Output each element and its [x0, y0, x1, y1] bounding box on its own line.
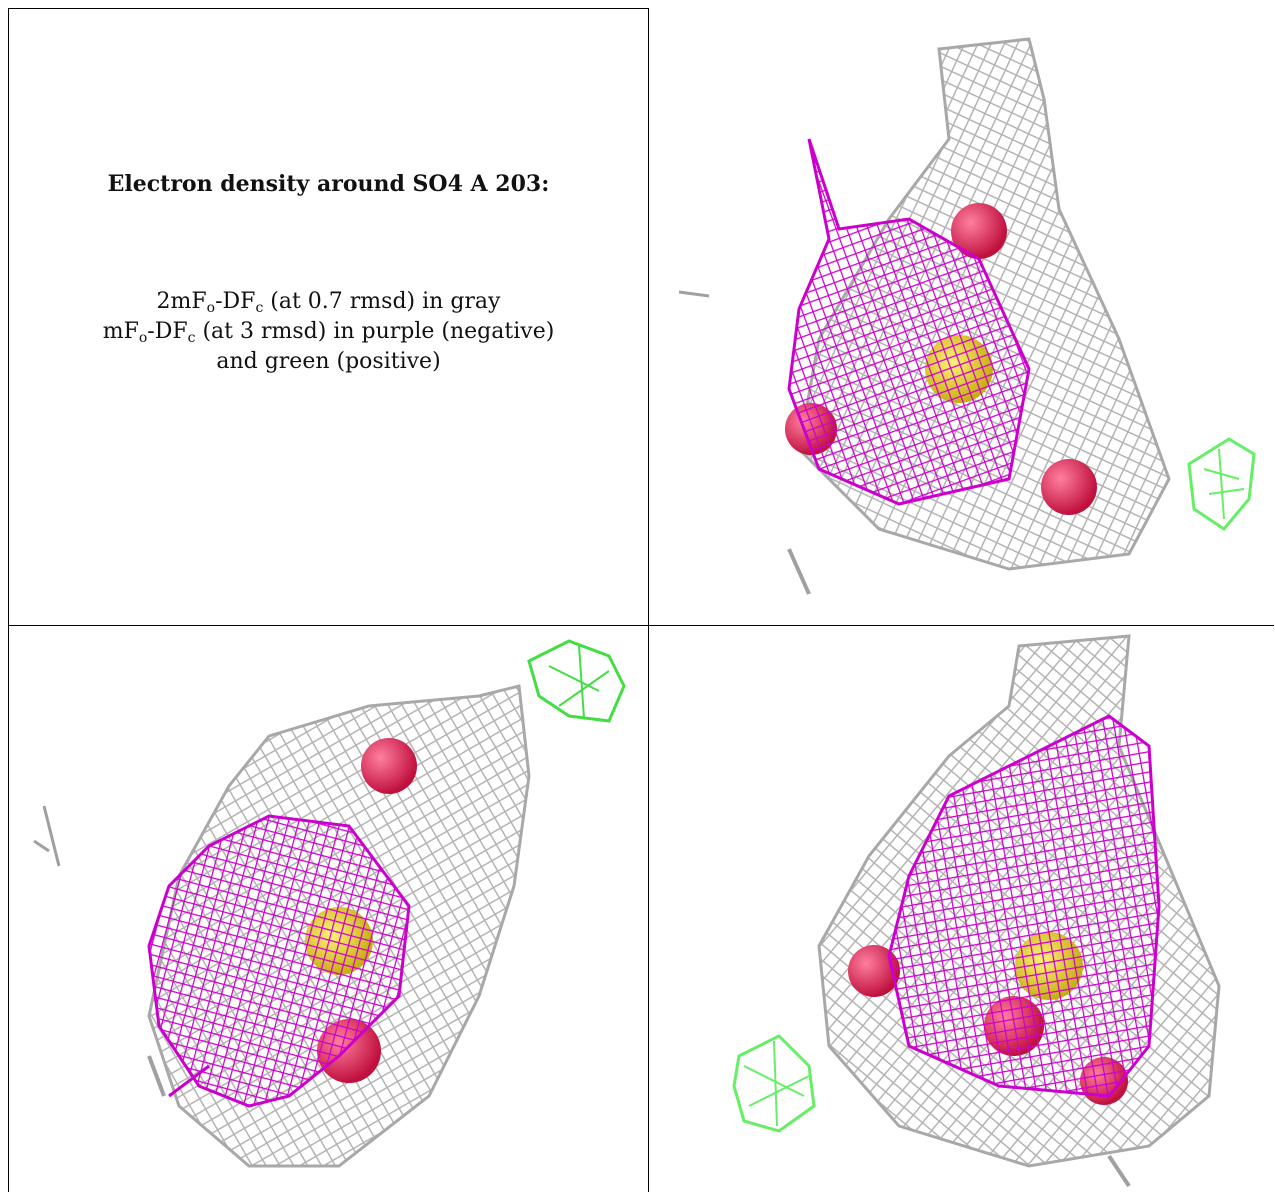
density-panel-bottom-left: [9, 626, 648, 1192]
figure-title: Electron density around SO4 A 203:: [107, 171, 550, 197]
legend-line-purple: mFo-DFc (at 3 rmsd) in purple (negative): [102, 319, 555, 346]
green-mesh: [527, 639, 626, 723]
density-panel-bottom-right: [649, 626, 1274, 1192]
green-mesh: [732, 1034, 816, 1133]
purple-mesh: [787, 138, 1031, 506]
purple-mesh: [147, 814, 411, 1108]
top-border: [8, 8, 649, 9]
middle-divider: [8, 625, 1274, 626]
density-panel-top-right: [649, 9, 1274, 625]
figure-table: Electron density around SO4 A 203: 2mFo-…: [8, 8, 1274, 1192]
oxygen-sphere: [317, 738, 417, 1083]
center-divider: [648, 8, 649, 1192]
legend-line-gray: 2mFo-DFc (at 0.7 rmsd) in gray: [156, 289, 501, 316]
caption-cell: Electron density around SO4 A 203: 2mFo-…: [9, 9, 648, 625]
legend-line-green: and green (positive): [216, 349, 441, 374]
green-mesh: [1187, 437, 1256, 531]
left-border: [8, 8, 9, 1192]
purple-mesh: [887, 714, 1161, 1098]
